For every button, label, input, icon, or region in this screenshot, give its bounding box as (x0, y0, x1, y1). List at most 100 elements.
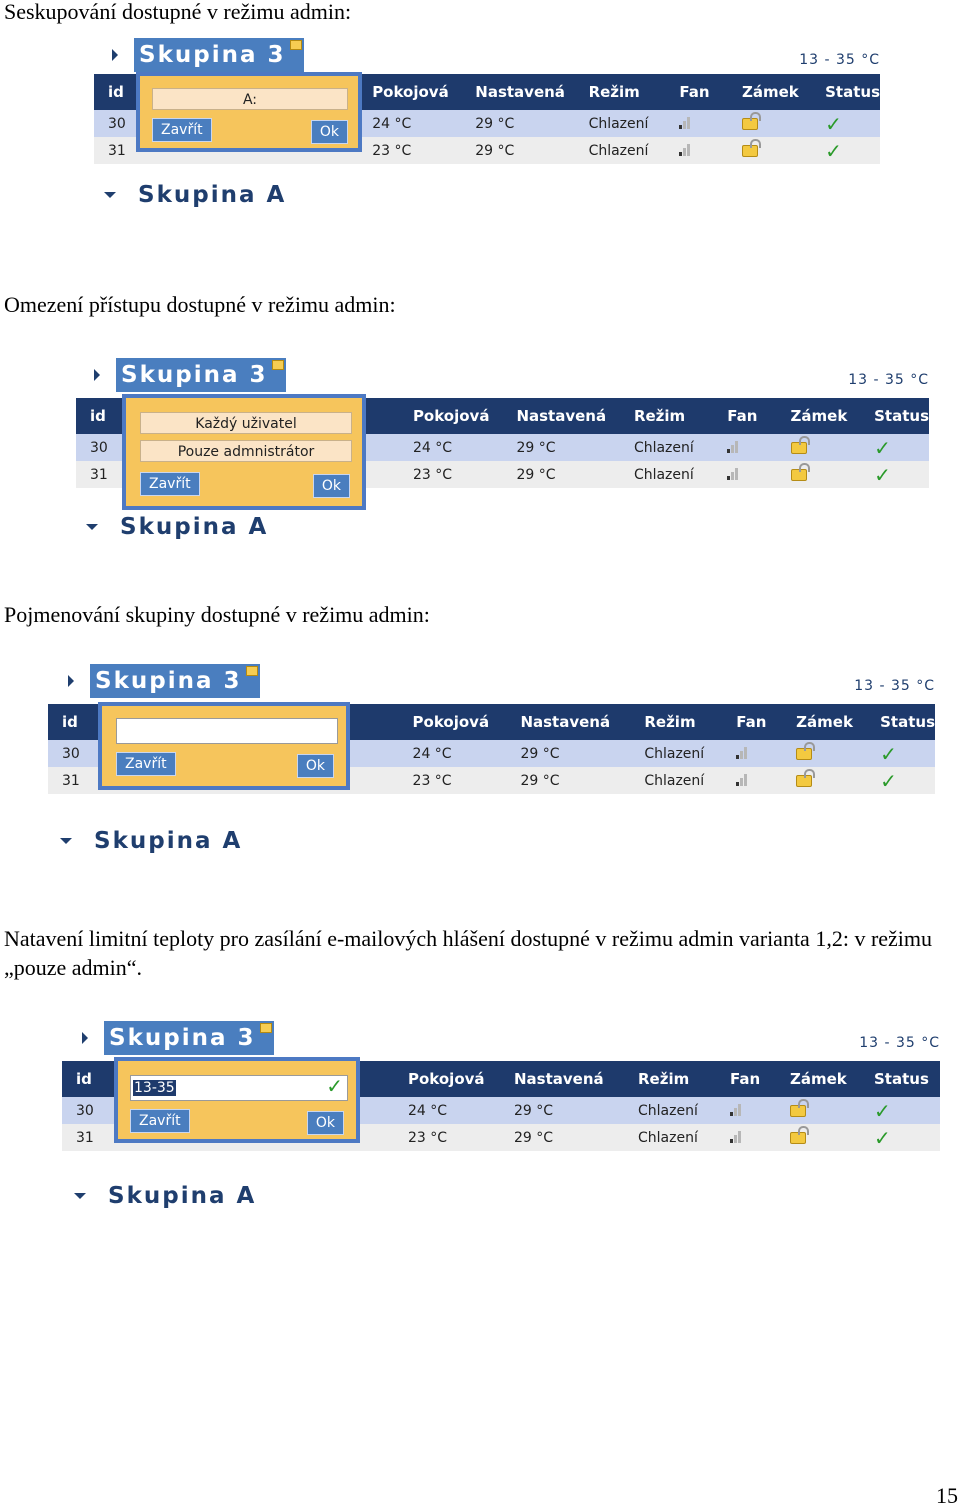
lock-icon[interactable] (790, 462, 810, 481)
grouping-popup: A: Zavřít Ok (136, 72, 362, 152)
collapse-arrow-icon[interactable] (74, 1193, 86, 1199)
lock-icon[interactable] (796, 741, 816, 760)
close-button[interactable]: Zavřít (152, 118, 212, 142)
option-admin-only[interactable]: Pouze admnistrátor (140, 440, 352, 462)
fan-signal-icon[interactable] (730, 1102, 744, 1116)
group-title[interactable]: Skupina 3 (134, 38, 304, 72)
status-ok-icon: ✓ (825, 111, 842, 136)
group-header[interactable]: Skupina 3 (82, 1021, 274, 1055)
cell-set-temp[interactable]: 29 °C (506, 767, 631, 794)
col-lock: Zámek (776, 398, 861, 434)
fan-signal-icon[interactable] (727, 439, 741, 453)
cell-id: 30 (94, 110, 138, 137)
cell-mode[interactable]: Chlazení (619, 434, 714, 461)
group-collapsed-title[interactable]: Skupina A (120, 514, 269, 540)
ok-button[interactable]: Ok (296, 754, 334, 778)
col-id: id (62, 1061, 110, 1097)
lock-icon[interactable] (790, 435, 810, 454)
option-every-user[interactable]: Každý uživatel (140, 412, 352, 434)
group-collapsed-title[interactable]: Skupina A (138, 182, 287, 208)
collapse-arrow-icon[interactable] (104, 192, 116, 198)
col-status: Status (866, 704, 935, 740)
group-header[interactable]: Skupina 3 (112, 38, 304, 72)
screenshot-access: Skupina 3 13 - 35 °C id uto Pokojová Nas… (76, 358, 929, 548)
fan-signal-icon[interactable] (679, 115, 693, 129)
fan-signal-icon[interactable] (727, 466, 741, 480)
cell-id: 30 (48, 740, 96, 767)
cell-mode[interactable]: Chlazení (630, 767, 723, 794)
expand-arrow-icon[interactable] (82, 1032, 88, 1044)
close-button[interactable]: Zavřít (140, 472, 200, 496)
collapse-arrow-icon[interactable] (86, 524, 98, 530)
cell-set-temp[interactable]: 29 °C (500, 1097, 624, 1124)
expand-arrow-icon[interactable] (94, 369, 100, 381)
group-title[interactable]: Skupina 3 (116, 358, 286, 392)
close-button[interactable]: Zavřít (116, 752, 176, 776)
group-title[interactable]: Skupina 3 (104, 1021, 274, 1055)
group-header[interactable]: Skupina 3 (68, 664, 260, 698)
screenshot-naming: Skupina 3 13 - 35 °C id uto Pokojová Nas… (48, 664, 935, 864)
lock-icon[interactable] (741, 138, 761, 157)
cell-mode[interactable]: Chlazení (574, 137, 666, 164)
cell-id: 31 (94, 137, 138, 164)
group-collapsed-title[interactable]: Skupina A (94, 828, 243, 854)
ok-button[interactable]: Ok (310, 120, 348, 144)
cell-mode[interactable]: Chlazení (630, 740, 723, 767)
cell-id: 31 (48, 767, 96, 794)
temp-limit-input[interactable]: 13-35 ✓ (130, 1074, 348, 1101)
cell-set-temp[interactable]: 29 °C (461, 137, 575, 164)
collapse-arrow-icon[interactable] (60, 838, 72, 844)
col-room: Pokojová (394, 1061, 500, 1097)
lock-icon[interactable] (790, 1125, 809, 1144)
temp-limit-value: 13-35 (133, 1080, 176, 1096)
cell-mode[interactable]: Chlazení (624, 1097, 716, 1124)
group-header-collapsed[interactable]: Skupina A (60, 828, 242, 854)
cell-set-temp[interactable]: 29 °C (506, 740, 631, 767)
status-ok-icon: ✓ (825, 138, 842, 163)
group-name-input[interactable] (116, 718, 338, 744)
lock-icon[interactable] (741, 111, 761, 130)
cell-room-temp: 24 °C (398, 740, 507, 767)
cell-id: 30 (62, 1097, 110, 1124)
cell-mode[interactable]: Chlazení (619, 461, 714, 488)
fan-signal-icon[interactable] (736, 745, 750, 759)
col-mode: Režim (619, 398, 714, 434)
lock-icon[interactable] (790, 1098, 809, 1117)
col-fan: Fan (716, 1061, 776, 1097)
group-header[interactable]: Skupina 3 (94, 358, 286, 392)
expand-arrow-icon[interactable] (68, 675, 74, 687)
confirm-check-icon[interactable]: ✓ (326, 1074, 343, 1098)
cell-set-temp[interactable]: 29 °C (461, 110, 575, 137)
group-title[interactable]: Skupina 3 (90, 664, 260, 698)
group-header-collapsed[interactable]: Skupina A (74, 1183, 256, 1209)
col-room: Pokojová (398, 398, 503, 434)
fan-signal-icon[interactable] (730, 1129, 744, 1143)
col-fan: Fan (722, 704, 783, 740)
caption-grouping: Seskupování dostupné v režimu admin: (4, 0, 352, 24)
group-collapsed-title[interactable]: Skupina A (108, 1183, 257, 1209)
cell-mode[interactable]: Chlazení (624, 1124, 716, 1151)
screenshot-grouping: Skupina 3 13 - 35 °C id uto Pokojová Nas… (94, 38, 880, 218)
col-id: id (76, 398, 124, 434)
lock-icon[interactable] (796, 768, 816, 787)
group-header-collapsed[interactable]: Skupina A (86, 514, 268, 540)
cell-mode[interactable]: Chlazení (574, 110, 666, 137)
col-lock: Zámek (727, 74, 812, 110)
col-status: Status (811, 74, 880, 110)
close-button[interactable]: Zavřít (130, 1109, 190, 1133)
caption-limit: Natavení limitní teploty pro zasílání e-… (4, 926, 933, 980)
cell-set-temp[interactable]: 29 °C (502, 461, 620, 488)
cell-set-temp[interactable]: 29 °C (502, 434, 620, 461)
cell-room-temp: 24 °C (394, 1097, 500, 1124)
fan-signal-icon[interactable] (679, 142, 693, 156)
caption-naming: Pojmenování skupiny dostupné v režimu ad… (4, 602, 430, 627)
ok-button[interactable]: Ok (306, 1111, 344, 1135)
group-header-collapsed[interactable]: Skupina A (104, 182, 286, 208)
expand-arrow-icon[interactable] (112, 49, 118, 61)
cell-set-temp[interactable]: 29 °C (500, 1124, 624, 1151)
cell-room-temp: 24 °C (358, 110, 462, 137)
table-row[interactable]: 31 23 °C 29 °C Chlazení ✓ (76, 461, 929, 488)
ok-button[interactable]: Ok (312, 474, 350, 498)
group-name-field[interactable]: A: (152, 88, 348, 110)
fan-signal-icon[interactable] (736, 772, 750, 786)
